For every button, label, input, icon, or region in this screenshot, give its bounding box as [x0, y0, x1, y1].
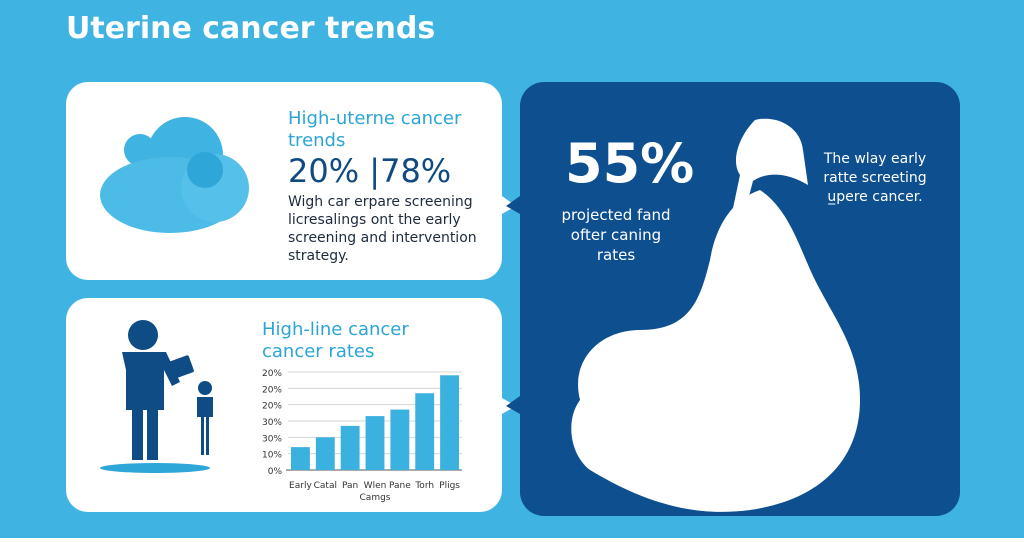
stat-caption: rates: [597, 246, 635, 264]
card-heading: trends: [288, 130, 345, 151]
x-tick-label: Pligs: [439, 481, 460, 491]
card-body: licresalings ont the early: [288, 212, 461, 228]
pointer: [506, 396, 520, 414]
y-tick-label: 20%: [262, 385, 282, 395]
cloud-icon: [100, 117, 249, 233]
x-tick-label: Pan: [342, 481, 358, 491]
x-tick-label: Torh: [414, 481, 434, 491]
bar: [390, 409, 410, 470]
stat-pair: 20% |78%: [288, 152, 451, 190]
card-body: screening and intervention: [288, 230, 477, 246]
y-tick-label: 20%: [262, 402, 282, 412]
stat-caption: ofter caning: [571, 226, 661, 244]
panel-note: ratte screeting: [823, 170, 926, 186]
bar: [340, 425, 360, 470]
x-tick-label: Early: [289, 481, 312, 491]
x-axis-label: Camgs: [360, 493, 391, 503]
page-title: Uterine cancer trends: [66, 11, 435, 46]
y-tick-label: 30%: [262, 434, 282, 444]
card-body: Wigh car erpare screening: [288, 194, 473, 210]
x-tick-label: Wlen: [364, 481, 387, 491]
big-stat: 55%: [565, 132, 694, 195]
pointer: [506, 196, 520, 214]
panel-note: The wlay early: [823, 151, 926, 167]
bar: [290, 447, 310, 470]
x-tick-label: Catal: [314, 481, 337, 491]
y-tick-label: 30%: [262, 418, 282, 428]
x-tick-label: Pane: [389, 481, 411, 491]
bar: [315, 437, 335, 470]
panel-note: u̲pere cancer.: [827, 189, 922, 205]
card-heading: cancer rates: [262, 341, 374, 362]
y-tick-label: 10%: [262, 451, 282, 461]
ribbon-shape: [571, 118, 860, 512]
bar: [440, 375, 460, 470]
y-tick-label: 0%: [268, 467, 283, 477]
bar: [415, 393, 435, 470]
card-body: strategy.: [288, 248, 349, 264]
bar: [365, 416, 385, 470]
card-heading: High-uterne cancer: [288, 108, 462, 129]
y-tick-label: 20%: [262, 369, 282, 379]
person-icon: [100, 320, 213, 473]
stat-caption: projected fand: [561, 206, 670, 224]
card-heading: High-line cancer: [262, 319, 409, 340]
